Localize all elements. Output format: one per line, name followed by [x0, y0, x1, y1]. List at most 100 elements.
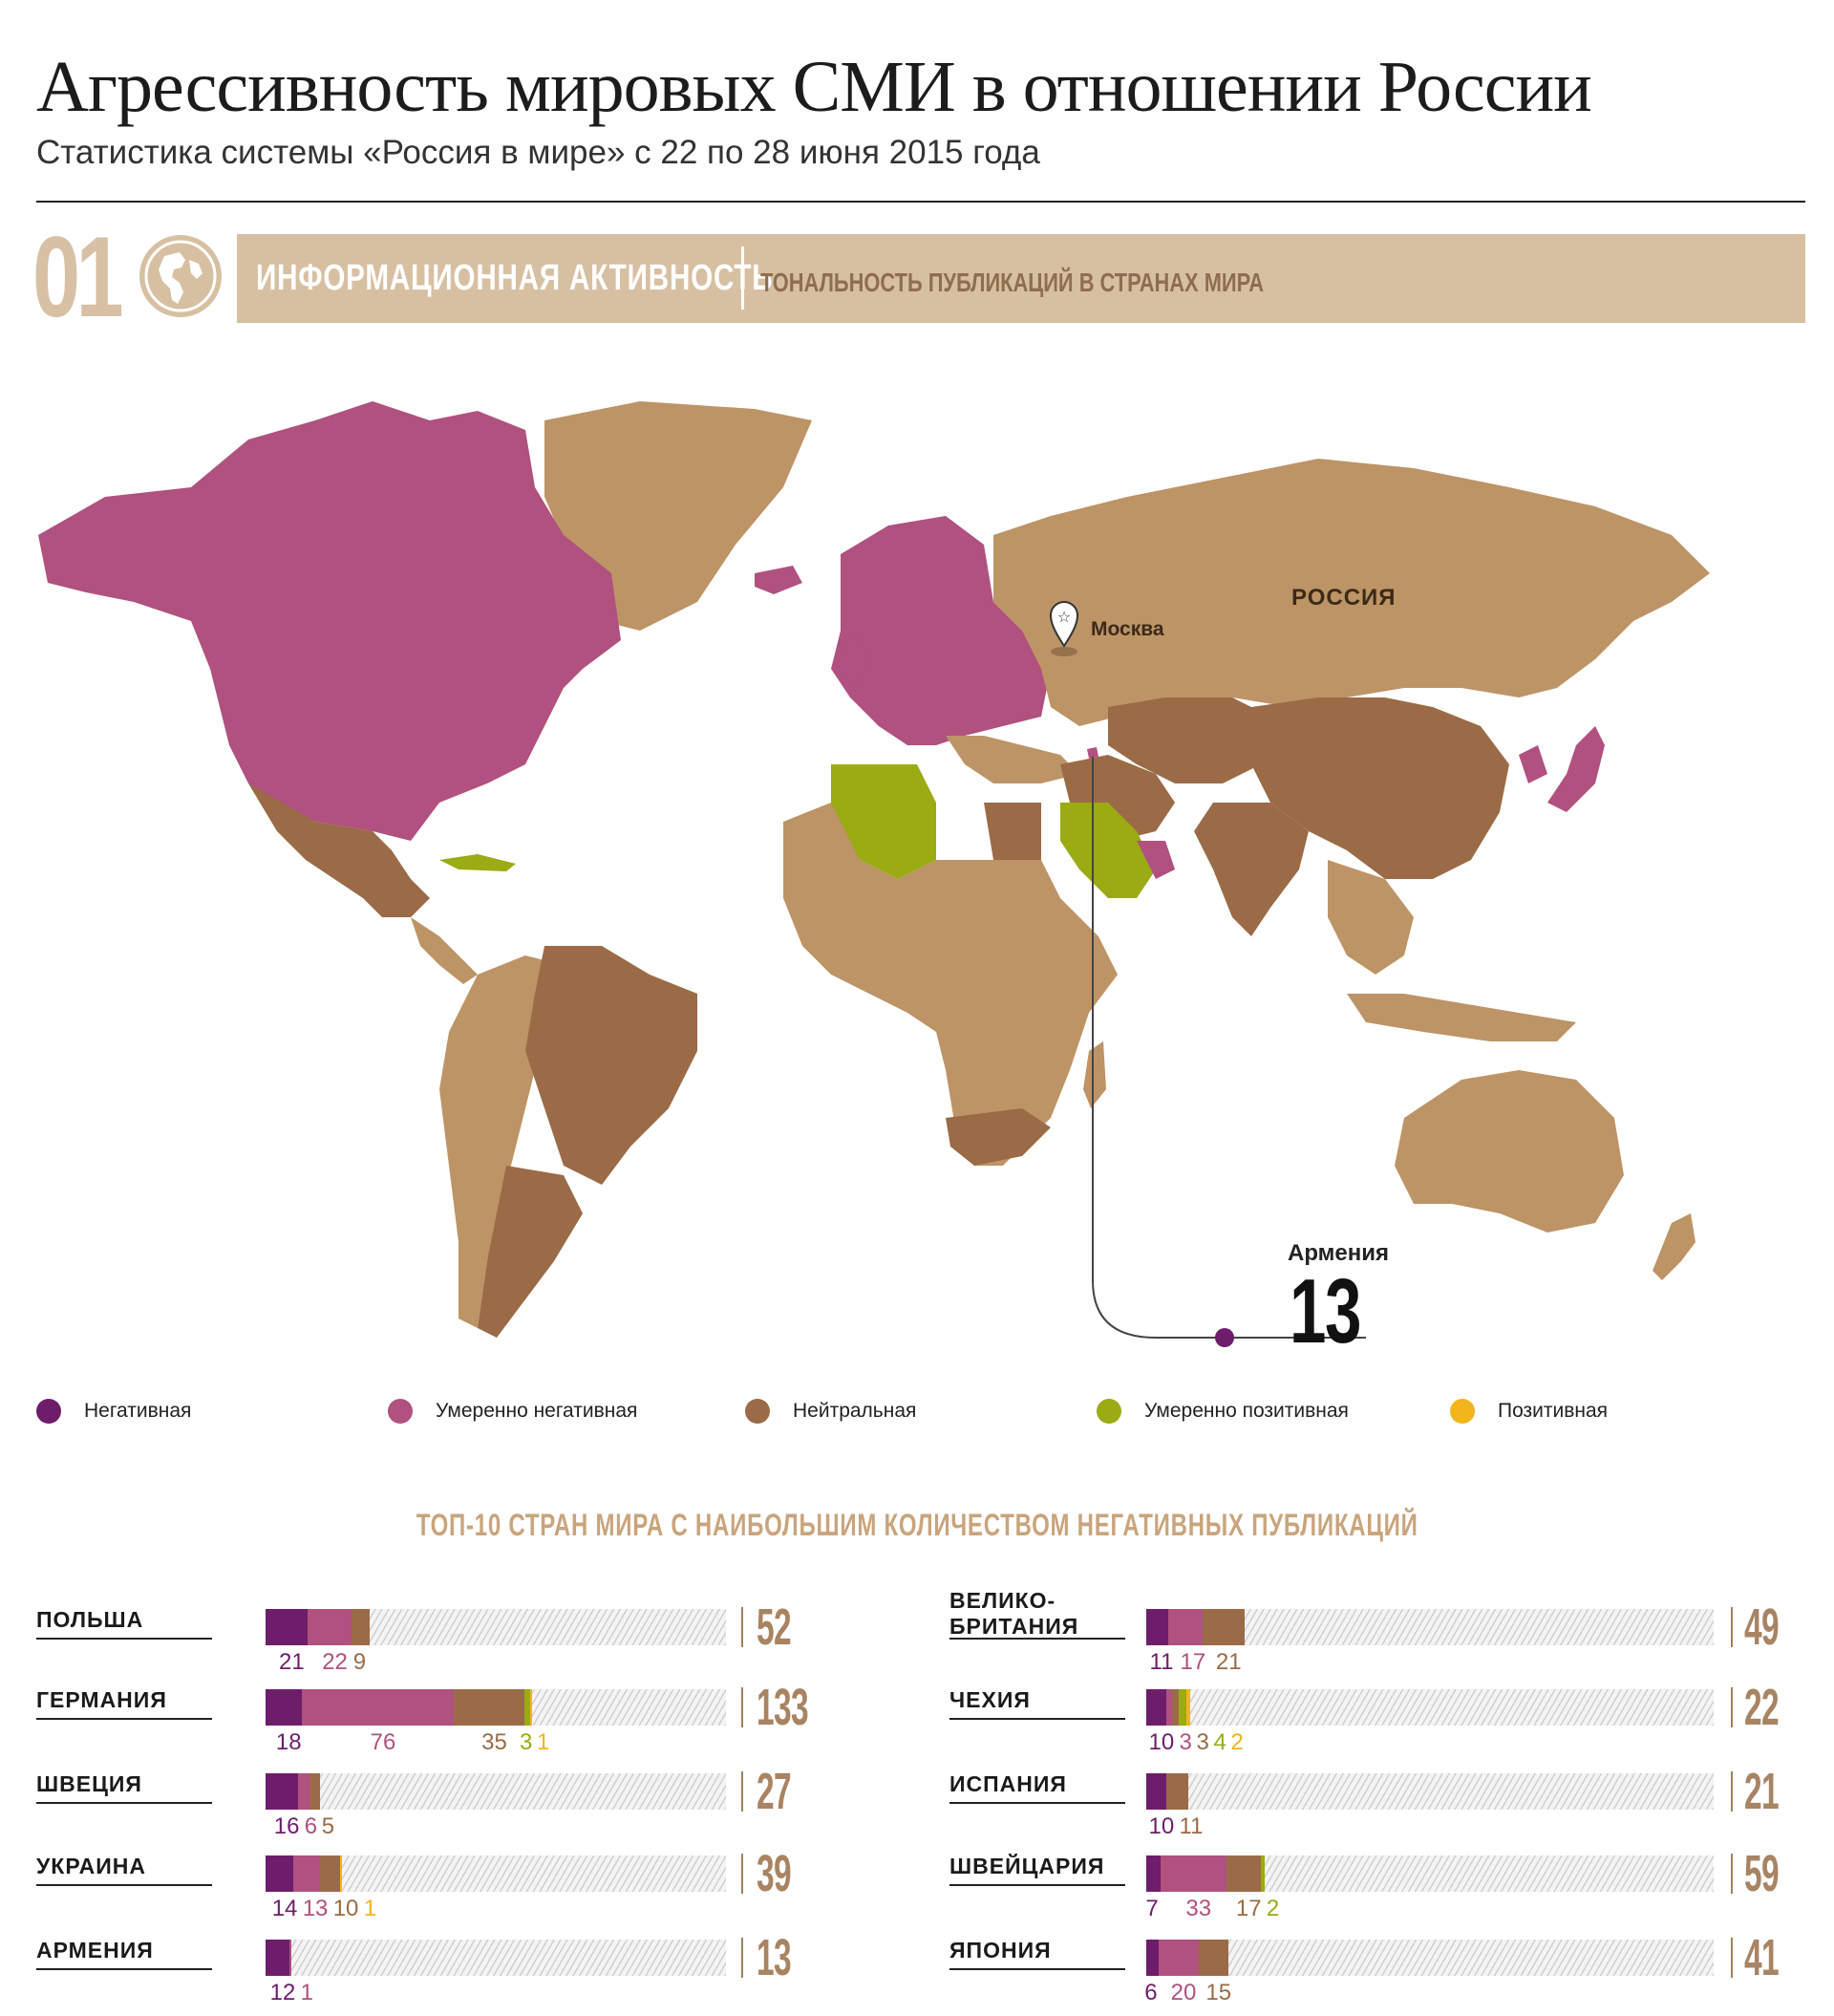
bar-segment	[266, 1773, 298, 1810]
map-region-argentina	[478, 1166, 583, 1338]
bar-value-label: 21	[1215, 1649, 1242, 1675]
legend-label: Негативная	[84, 1400, 192, 1422]
globe-icon	[139, 235, 222, 317]
bar-value-label: 1	[537, 1729, 550, 1755]
map-region-algeria	[831, 764, 936, 879]
legend-item-moderately-positive: Умеренно позитивная	[1097, 1397, 1349, 1426]
map-region-central-america	[411, 917, 478, 984]
legend-label: Умеренно позитивная	[1144, 1400, 1349, 1422]
map-region-europe	[831, 516, 1051, 745]
map-region-indonesia	[1347, 994, 1576, 1041]
total-separator	[741, 1687, 743, 1727]
bar-segment	[1202, 1609, 1245, 1645]
country-total: 133	[757, 1679, 809, 1736]
bar-value-label: 10	[1148, 1729, 1175, 1755]
country-name: ЯПОНИЯ	[949, 1938, 1052, 1962]
bar-segment	[454, 1689, 524, 1726]
country-name: ПОЛЬША	[36, 1607, 144, 1632]
country-underline	[36, 1718, 212, 1720]
map-region-egypt	[984, 803, 1041, 860]
map-region-madagascar	[1083, 1041, 1106, 1108]
bar-segment	[339, 1855, 342, 1892]
map-region-cuba	[439, 854, 516, 871]
total-separator	[741, 1607, 743, 1647]
map-region-korea	[1519, 745, 1547, 783]
bar-value-label: 6	[304, 1813, 318, 1839]
legend-item-neutral: Нейтральная	[745, 1397, 916, 1426]
map-region-uk	[839, 631, 869, 688]
bar-value-label: 7	[1145, 1896, 1159, 1921]
bar-value-label: 16	[273, 1813, 300, 1839]
total-separator	[1731, 1687, 1733, 1727]
bar-value-label: 3	[1196, 1729, 1209, 1755]
chart-title: ТОП-10 СТРАН МИРА С НАИБОЛЬШИМ КОЛИЧЕСТВ…	[0, 1508, 1834, 1543]
bar-value-label: 17	[1180, 1649, 1206, 1675]
bar-segment	[297, 1773, 310, 1810]
country-total: 52	[757, 1598, 792, 1656]
legend-label: Умеренно негативная	[436, 1400, 638, 1422]
country-underline	[36, 1638, 212, 1640]
map-region-southeast-asia	[1328, 860, 1414, 975]
bar-track	[1146, 1855, 1714, 1892]
total-separator	[1731, 1854, 1733, 1894]
legend-label: Позитивная	[1498, 1400, 1609, 1422]
country-underline	[36, 1968, 212, 1970]
legend-dot	[1097, 1399, 1121, 1424]
bar-value-label: 9	[352, 1649, 367, 1675]
bar-value-label: 35	[481, 1729, 507, 1755]
section-band	[237, 234, 1805, 323]
bar-track	[266, 1773, 726, 1810]
bar-segment	[530, 1689, 533, 1726]
callout-value: 13	[1290, 1260, 1361, 1362]
bar-segment	[1172, 1689, 1179, 1726]
bar-segment	[1158, 1940, 1199, 1976]
bar-segment	[1186, 1689, 1191, 1726]
bar-value-label: 4	[1213, 1729, 1226, 1755]
country-name: АРМЕНИЯ	[36, 1938, 154, 1962]
legend-dot	[1450, 1399, 1475, 1424]
country-total: 27	[757, 1763, 792, 1820]
bar-segment	[1146, 1773, 1166, 1810]
country-name: ШВЕЦИЯ	[36, 1771, 142, 1796]
country-underline	[949, 1638, 1125, 1640]
country-total: 13	[757, 1929, 792, 1986]
bar-track	[266, 1940, 726, 1976]
country-underline	[949, 1802, 1125, 1804]
country-total: 49	[1744, 1598, 1780, 1656]
bar-value-label: 2	[1230, 1729, 1244, 1755]
bar-value-label: 2	[1266, 1896, 1280, 1921]
chart-title-text: ТОП-10 СТРАН МИРА С НАИБОЛЬШИМ КОЛИЧЕСТВ…	[416, 1508, 1418, 1542]
bar-segment	[301, 1689, 455, 1726]
bar-segment	[1146, 1940, 1159, 1976]
country-name: УКРАИНА	[36, 1854, 147, 1878]
total-separator	[741, 1854, 743, 1894]
legend-dot	[745, 1399, 770, 1424]
bar-value-label: 76	[370, 1729, 396, 1755]
legend-item-negative: Негативная	[36, 1397, 191, 1426]
country-name: ШВЕЙЦАРИЯ	[949, 1854, 1105, 1878]
callout-country-label: Армения	[1288, 1240, 1390, 1266]
legend-item-moderately-negative: Умеренно негативная	[388, 1397, 637, 1426]
country-name: ЧЕХИЯ	[949, 1687, 1031, 1712]
bar-value-label: 1	[363, 1896, 377, 1921]
map-region-new-zealand	[1653, 1213, 1695, 1280]
map-region-africa	[783, 803, 1118, 1166]
country-underline	[36, 1884, 212, 1886]
bar-value-label: 13	[302, 1896, 329, 1921]
page-subtitle: Статистика системы «Россия в мире» с 22 …	[36, 134, 1040, 171]
bar-segment	[1160, 1855, 1226, 1892]
bar-segment	[1178, 1689, 1186, 1726]
bar-value-label: 10	[332, 1896, 359, 1921]
country-total: 21	[1744, 1763, 1780, 1820]
map-region-russia	[993, 459, 1710, 726]
map-countries	[38, 401, 1710, 1338]
bar-value-label: 3	[1179, 1729, 1192, 1755]
bar-segment	[1146, 1689, 1166, 1726]
country-name: ИСПАНИЯ	[949, 1771, 1067, 1796]
bar-value-label: 11	[1149, 1649, 1174, 1675]
bar-value-label: 18	[275, 1729, 302, 1755]
bar-segment	[293, 1855, 320, 1892]
legend-dot	[388, 1399, 413, 1424]
bar-segment	[319, 1855, 340, 1892]
bar-value-label: 20	[1170, 1980, 1197, 2005]
